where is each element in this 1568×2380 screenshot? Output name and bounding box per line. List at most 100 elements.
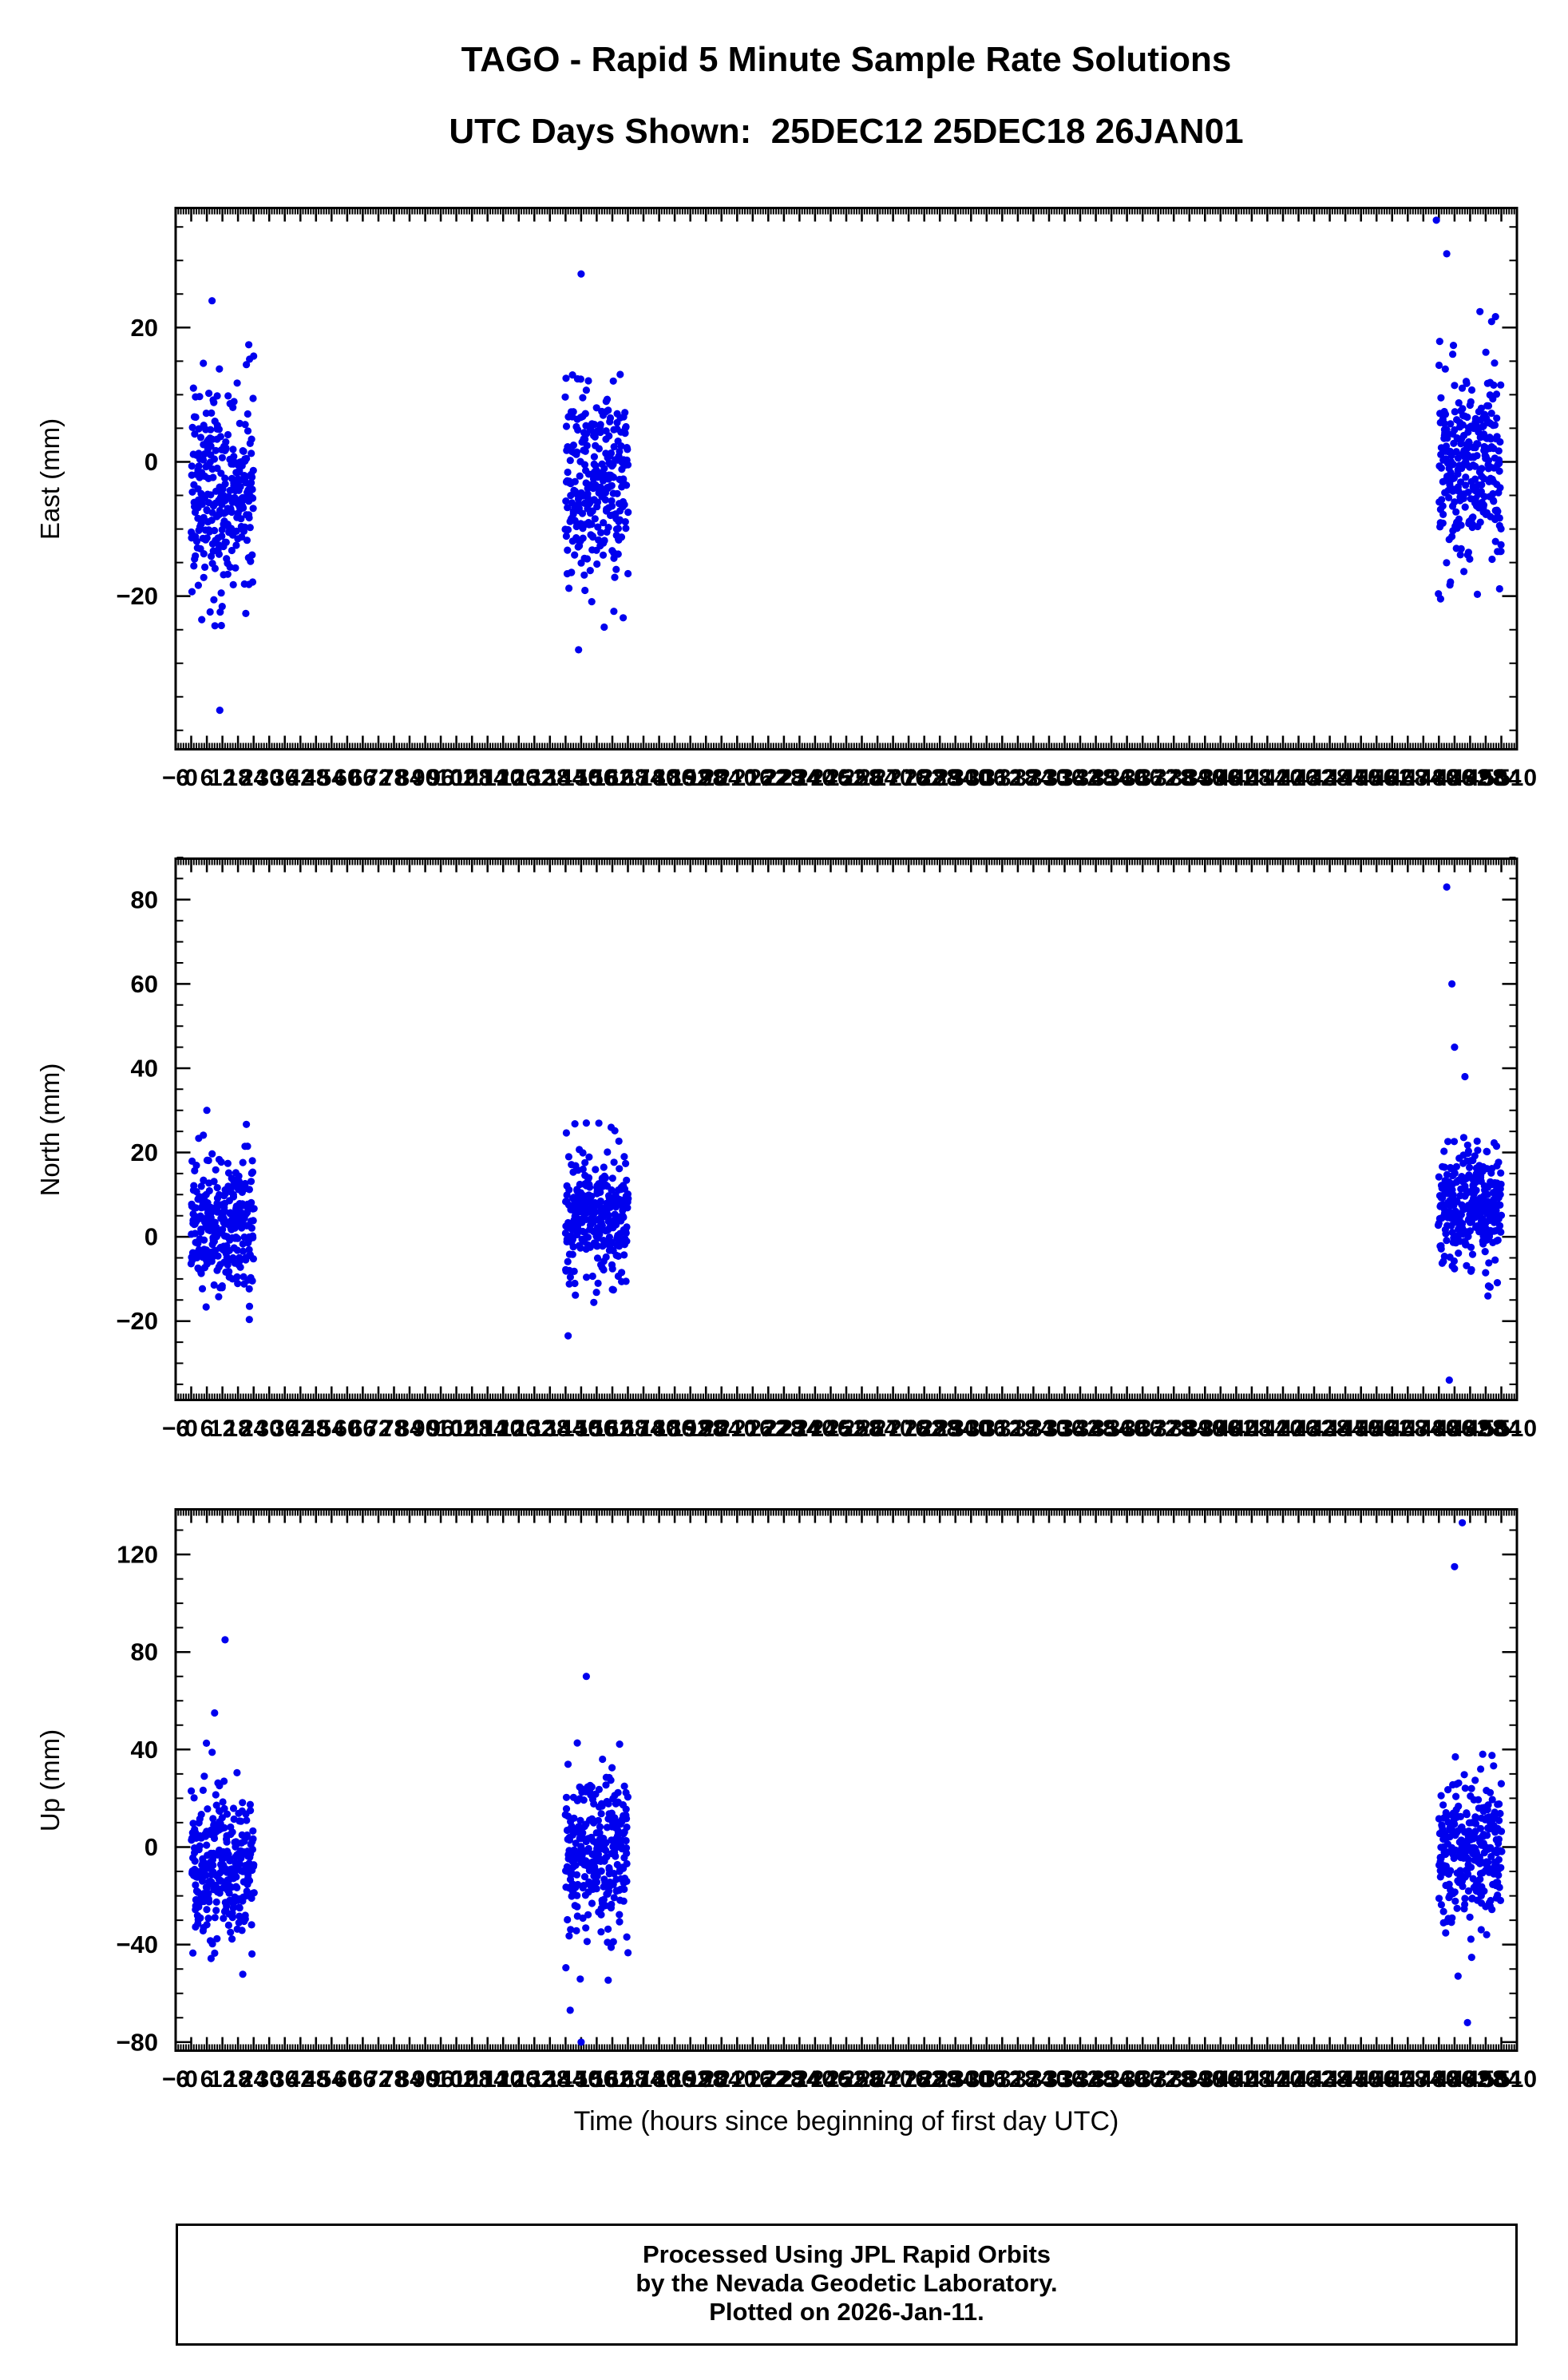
x-tick-label: 204	[702, 765, 742, 791]
data-point	[1472, 1186, 1480, 1194]
x-tick-label: 144	[545, 765, 585, 791]
x-tick-label: 144	[545, 1416, 585, 1442]
data-point	[610, 1158, 618, 1166]
x-tick-label: 336	[1044, 1416, 1084, 1442]
data-point	[250, 352, 258, 360]
x-tick-label: 216	[733, 2066, 773, 2093]
x-tick-label: 222	[748, 765, 788, 791]
x-tick-label: 306	[967, 2066, 1007, 2093]
data-point	[1474, 1146, 1482, 1154]
x-tick-label: 462	[1372, 1416, 1412, 1442]
data-point	[1455, 1249, 1463, 1257]
data-point	[212, 1801, 220, 1809]
data-point	[567, 1926, 575, 1934]
data-point	[217, 621, 225, 630]
north-axis-title: North (mm)	[35, 1063, 65, 1196]
data-point-outlier	[1463, 2018, 1471, 2026]
data-point	[1497, 1180, 1505, 1188]
chart-title: TAGO - Rapid 5 Minute Sample Rate Soluti…	[461, 40, 1232, 79]
x-tick-label: 84	[396, 2066, 423, 2093]
data-point	[608, 1174, 616, 1182]
data-point	[211, 1949, 219, 1957]
data-point	[1496, 1809, 1504, 1818]
x-tick-label: 486	[1435, 765, 1475, 791]
data-point	[568, 371, 576, 379]
data-point	[218, 532, 226, 541]
data-point	[1463, 379, 1471, 387]
x-tick-label: 18	[224, 2066, 251, 2093]
data-point	[580, 1873, 589, 1881]
plot-frame	[174, 207, 1519, 750]
data-point	[248, 578, 257, 586]
x-tick-label: 138	[530, 1416, 570, 1442]
data-point	[622, 422, 630, 431]
data-point	[624, 461, 632, 469]
data-point	[188, 588, 196, 596]
data-point	[597, 1928, 605, 1936]
data-point	[204, 1915, 212, 1923]
x-tick-label: 108	[452, 2066, 492, 2093]
data-point	[240, 504, 247, 512]
data-point	[210, 398, 218, 406]
data-point	[581, 586, 589, 595]
data-point	[596, 428, 604, 437]
data-point	[215, 426, 223, 434]
x-tick-label: 372	[1138, 1416, 1178, 1442]
data-point	[1441, 365, 1449, 373]
data-point	[593, 560, 601, 568]
x-tick-label: 252	[826, 2066, 866, 2093]
data-point	[192, 413, 200, 422]
x-tick-label: 96	[427, 2066, 453, 2093]
data-point	[1477, 1765, 1485, 1773]
x-tick-label: 162	[592, 1416, 632, 1442]
data-point	[1464, 1149, 1472, 1158]
data-point	[241, 523, 249, 531]
data-point	[1452, 1197, 1460, 1205]
x-tick-label: 504	[1481, 2066, 1521, 2093]
data-point	[1447, 1163, 1455, 1172]
data-point	[228, 1914, 236, 1922]
data-point	[1497, 525, 1505, 533]
data-point	[1462, 481, 1470, 489]
x-tick-label: 330	[1029, 1416, 1069, 1442]
data-point	[564, 443, 572, 451]
data-point	[592, 1166, 600, 1174]
x-tick-label: 228	[764, 765, 804, 791]
data-point	[1495, 1800, 1503, 1808]
data-point	[207, 426, 215, 434]
data-point	[1437, 1792, 1445, 1800]
data-point	[1435, 1173, 1443, 1181]
x-tick-label: 390	[1185, 2066, 1225, 2093]
data-point	[573, 1739, 581, 1747]
data-point	[1447, 420, 1455, 428]
data-point	[616, 370, 624, 378]
data-point	[222, 538, 230, 546]
data-point	[1479, 1750, 1487, 1758]
x-tick-label: −6	[162, 765, 189, 791]
data-point	[1484, 402, 1493, 410]
data-point	[1449, 350, 1457, 358]
x-tick-label: 288	[920, 1416, 960, 1442]
data-point	[236, 483, 244, 491]
data-point	[245, 513, 253, 522]
x-tick-label: 156	[576, 2066, 616, 2093]
data-point	[564, 1760, 572, 1768]
data-point	[245, 1186, 253, 1194]
x-tick-label: 294	[936, 1416, 976, 1442]
data-point	[1448, 533, 1456, 541]
data-point	[616, 1918, 624, 1926]
data-point	[1491, 359, 1499, 367]
x-tick-label: 180	[639, 1416, 679, 1442]
x-tick-label: 174	[624, 1416, 663, 1442]
data-point	[597, 1810, 605, 1818]
data-point	[1455, 1802, 1463, 1810]
data-point	[224, 430, 232, 439]
data-point	[200, 573, 208, 581]
data-point	[1491, 421, 1499, 429]
data-point	[245, 1316, 253, 1324]
data-point	[1451, 382, 1459, 390]
data-point	[591, 433, 599, 441]
x-tick-label: 360	[1107, 1416, 1147, 1442]
data-point	[211, 526, 219, 535]
data-point	[1486, 1788, 1495, 1796]
